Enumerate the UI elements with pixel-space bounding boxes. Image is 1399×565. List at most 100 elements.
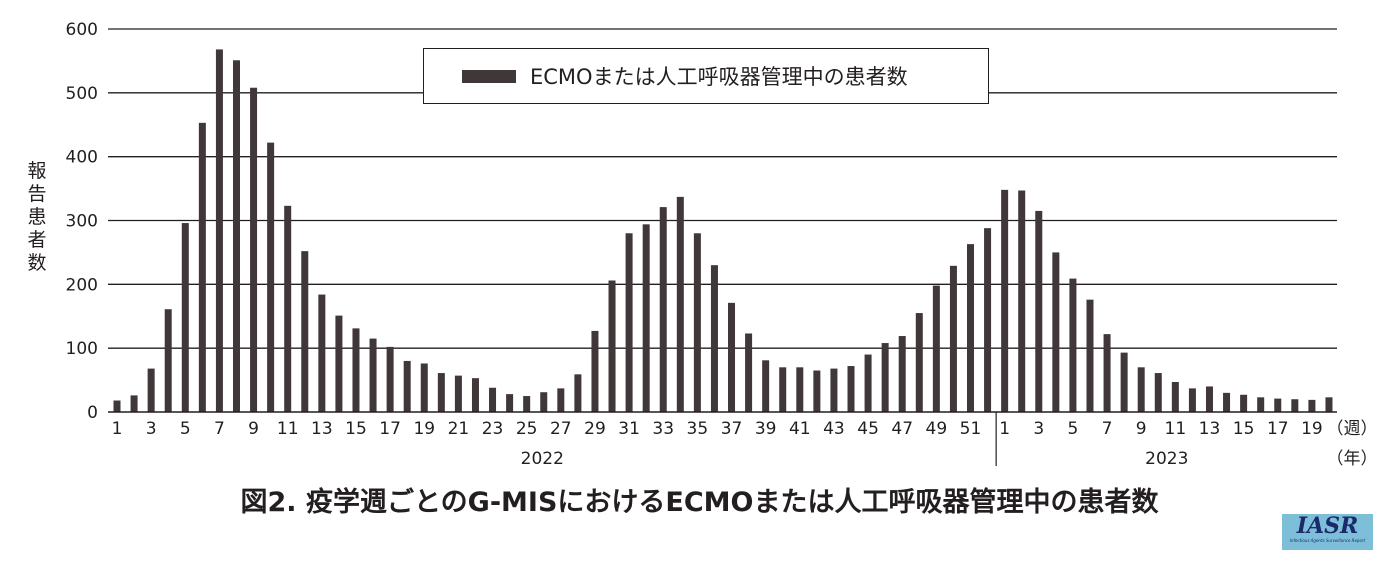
bar [676,196,684,412]
x-axis-unit-year: （年） [1327,449,1378,469]
bar [932,285,940,412]
bar [1205,386,1213,412]
legend: ECMOまたは人工呼吸器管理中の患者数 [423,48,989,104]
x-tick-label: 21 [448,419,470,439]
y-tick-label: 500 [66,84,98,104]
legend-swatch [462,69,516,83]
bar [1035,210,1043,412]
y-tick-label: 200 [66,275,98,295]
bar [1274,398,1282,412]
bar [1103,334,1111,412]
logo-text: IASR [1296,513,1359,539]
x-tick-label: 25 [516,419,538,439]
bar [489,387,497,412]
bar [745,333,753,412]
bar [728,302,736,412]
bar [1120,352,1128,412]
x-tick-label: 41 [789,419,811,439]
bar [164,309,172,412]
x-tick-label: 19 [1301,419,1323,439]
bar [471,378,479,412]
bar [915,313,923,412]
x-tick-label: 31 [618,419,640,439]
bar [949,265,957,412]
bar [437,373,445,412]
x-tick-label: 9 [248,419,259,439]
bar [1069,278,1077,412]
x-tick-label: 15 [345,419,367,439]
x-axis-unit-week: （週） [1327,419,1378,439]
bar [1240,394,1248,412]
bar [1052,252,1060,412]
x-tick-label: 35 [687,419,709,439]
bar [301,251,309,412]
x-tick-label: 43 [823,419,845,439]
x-tick-label: 13 [1199,419,1221,439]
x-tick-label: 23 [482,419,504,439]
bar [1018,190,1026,412]
bar [813,370,821,412]
bar [506,394,514,412]
bar [454,375,462,412]
x-tick-label: 51 [960,419,982,439]
bar [659,207,667,412]
bar [215,49,223,412]
y-tick-label: 400 [66,148,98,168]
bar [830,368,838,412]
bar [1188,388,1196,412]
year-label: 2023 [1145,449,1188,469]
x-tick-label: 19 [413,419,435,439]
bar [267,142,275,412]
bar [864,354,872,412]
bar [130,395,138,412]
x-tick-label: 17 [379,419,401,439]
x-tick-label: 39 [755,419,777,439]
bar [967,244,974,412]
y-tick-label: 600 [66,20,98,40]
bar [847,366,855,412]
x-tick-label: 13 [311,419,333,439]
x-tick-label: 37 [721,419,743,439]
bar [1086,299,1094,412]
bar [984,228,992,412]
x-tick-label: 33 [652,419,674,439]
bar [1137,367,1145,412]
x-tick-label: 11 [1165,419,1187,439]
bar [335,315,343,412]
bar [642,224,650,412]
x-tick-label: 45 [857,419,879,439]
bar [557,388,565,412]
x-tick-label: 7 [214,419,225,439]
x-tick-label: 47 [891,419,913,439]
bar [1325,397,1333,412]
bar [881,343,889,412]
bar [1257,397,1265,412]
bar [147,368,155,412]
bar [591,330,599,412]
x-tick-label: 3 [146,419,157,439]
y-tick-label: 0 [87,403,98,423]
x-tick-label: 5 [1068,419,1079,439]
bar [284,205,292,412]
bar [1308,399,1316,412]
bar [1171,381,1179,412]
bar [762,360,770,412]
x-tick-label: 3 [1033,419,1044,439]
bar [232,60,240,413]
bar [250,87,258,412]
bar [693,233,701,412]
x-tick-label: 17 [1267,419,1289,439]
bar [113,400,121,412]
bar [318,294,326,412]
x-tick-label: 5 [180,419,191,439]
x-tick-label: 27 [550,419,572,439]
bar [352,328,360,412]
bar [540,392,548,412]
x-tick-label: 11 [277,419,299,439]
x-tick-label: 15 [1233,419,1255,439]
iasr-logo: IASR Infectious Agents Surveillance Repo… [1282,514,1373,550]
x-tick-label: 1 [112,419,123,439]
year-label: 2022 [521,449,564,469]
bar [779,367,787,412]
chart-title: 図2. 疫学週ごとのG-MISにおけるECMOまたは人工呼吸器管理中の患者数 [240,487,1159,518]
